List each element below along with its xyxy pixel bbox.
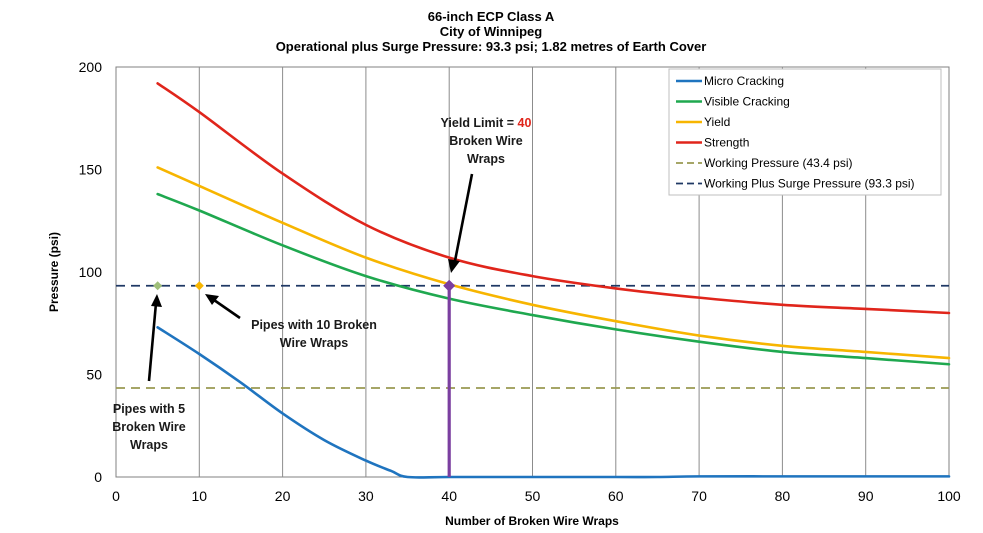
five-wraps-arrowhead (151, 294, 162, 307)
five-wraps-annotation-line-2: Broken Wire (112, 420, 186, 434)
five-wraps-marker (153, 281, 163, 291)
legend-box (668, 68, 942, 196)
y-axis-label: Pressure (psi) (47, 232, 61, 312)
x-tick-labels: 0 10 20 30 40 50 60 70 80 90 100 (112, 488, 961, 504)
ten-wraps-marker (194, 281, 204, 291)
x-tick-label-40: 40 (441, 488, 457, 504)
legend-label-strength: Strength (704, 136, 749, 150)
y-tick-label-200: 200 (79, 59, 103, 75)
legend-label-working-plus-surge-pressure-93-3-psi: Working Plus Surge Pressure (93.3 psi) (704, 177, 915, 191)
five-wraps-annotation: Pipes with 5 Broken Wire Wraps (112, 294, 186, 452)
five-wraps-annotation-line-1: Pipes with 5 (113, 402, 185, 416)
series-line-yield (156, 166, 951, 360)
yield-limit-value: 40 (518, 116, 532, 130)
legend-item-working-plus-surge-pressure-93-3-psi: Working Plus Surge Pressure (93.3 psi) (676, 177, 915, 191)
x-tick-label-0: 0 (112, 488, 120, 504)
x-tick-label-50: 50 (525, 488, 541, 504)
legend-item-visible-cracking: Visible Cracking (676, 95, 790, 109)
ten-wraps-annotation-line-1: Pipes with 10 Broken (251, 318, 377, 332)
chart-title-line-2: City of Winnipeg (440, 24, 542, 39)
chart-title-line-3: Operational plus Surge Pressure: 93.3 ps… (276, 39, 707, 54)
chart-title-line-1: 66-inch ECP Class A (428, 9, 555, 24)
ten-wraps-arrow (213, 298, 241, 320)
legend-item-yield: Yield (676, 115, 730, 129)
x-tick-label-10: 10 (192, 488, 208, 504)
yield-annotation: Yield Limit = 40 Broken Wire Wraps (441, 116, 532, 273)
x-tick-label-70: 70 (691, 488, 707, 504)
legend-label-yield: Yield (704, 115, 730, 129)
y-tick-labels: 0 50 100 150 200 (79, 59, 103, 485)
five-wraps-annotation-line-3: Wraps (130, 438, 168, 452)
y-tick-label-0: 0 (94, 469, 102, 485)
legend-label-visible-cracking: Visible Cracking (704, 95, 790, 109)
x-tick-label-30: 30 (358, 488, 374, 504)
x-tick-label-60: 60 (608, 488, 624, 504)
x-tick-label-100: 100 (937, 488, 961, 504)
yield-annotation-line-3: Wraps (467, 152, 505, 166)
five-wraps-arrow (147, 302, 158, 382)
legend-item-micro-cracking: Micro Cracking (676, 74, 784, 88)
yield-annotation-line-2: Broken Wire (449, 134, 523, 148)
ten-wraps-arrowhead (205, 294, 219, 305)
series-line-visible-cracking (156, 192, 951, 366)
series-line-strength (156, 82, 951, 315)
y-tick-label-150: 150 (79, 162, 103, 178)
legend-item-strength: Strength (676, 136, 749, 150)
legend-label-micro-cracking: Micro Cracking (704, 74, 784, 88)
y-tick-label-50: 50 (86, 367, 102, 383)
legend-label-working-pressure-43-4-psi: Working Pressure (43.4 psi) (704, 156, 853, 170)
x-tick-label-80: 80 (775, 488, 791, 504)
yield-arrowhead (448, 259, 460, 273)
ten-wraps-annotation-line-2: Wire Wraps (280, 336, 348, 350)
legend-item-working-pressure-43-4-psi: Working Pressure (43.4 psi) (676, 156, 853, 170)
x-tick-label-90: 90 (858, 488, 874, 504)
legend: Micro Cracking Visible Cracking Yield Stren… (668, 68, 942, 196)
y-tick-label-100: 100 (79, 264, 103, 280)
x-tick-label-20: 20 (275, 488, 291, 504)
data-markers (153, 279, 456, 477)
ten-wraps-annotation: Pipes with 10 Broken Wire Wraps (205, 294, 377, 350)
yield-limit-marker (443, 279, 456, 292)
x-axis-label: Number of Broken Wire Wraps (445, 514, 619, 528)
yield-arrow (452, 173, 474, 267)
reference-lines (116, 284, 949, 389)
yield-annotation-line-1: Yield Limit = 40 (441, 116, 532, 130)
